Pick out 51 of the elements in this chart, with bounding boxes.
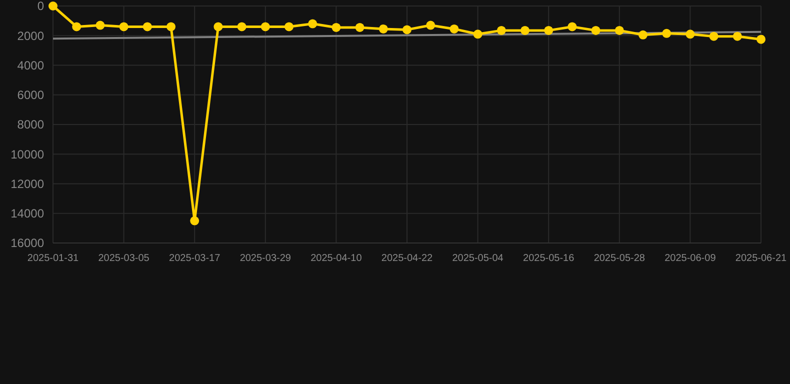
point	[426, 20, 436, 30]
x-tick-label: 2025-05-28	[594, 253, 646, 264]
point	[544, 26, 554, 35]
point	[662, 28, 672, 38]
y-tick-label: 4000	[17, 58, 44, 72]
point	[638, 30, 648, 40]
point	[284, 22, 294, 32]
x-tick-label: 2025-01-31	[27, 253, 80, 264]
y-tick-label: 0	[37, 0, 44, 14]
point	[473, 30, 482, 39]
point	[402, 25, 412, 34]
point	[496, 26, 506, 35]
y-tick-label: 16000	[10, 236, 44, 250]
point	[591, 26, 600, 35]
y-tick-label: 12000	[10, 176, 44, 191]
y-tick-label: 8000	[17, 118, 44, 132]
y-tick-label: 2000	[17, 28, 44, 43]
x-tick-label: 2025-03-05	[98, 253, 150, 264]
y-tick-label: 14000	[10, 206, 44, 221]
point	[237, 22, 246, 32]
point	[568, 22, 577, 32]
point	[520, 26, 530, 35]
point	[378, 24, 388, 34]
x-tick-label: 2025-06-21	[735, 253, 788, 264]
point	[355, 22, 364, 32]
point	[732, 32, 742, 41]
point	[332, 22, 341, 32]
point	[48, 2, 58, 10]
point	[119, 22, 128, 32]
point	[260, 22, 270, 32]
point	[756, 34, 766, 44]
x-tick-label: 2025-03-29	[240, 253, 292, 264]
y-tick-label: 6000	[17, 88, 44, 102]
x-tick-label: 2025-05-16	[523, 253, 575, 264]
x-tick-label: 2025-04-22	[381, 253, 434, 264]
point	[166, 22, 176, 32]
point	[450, 24, 459, 34]
point	[72, 22, 82, 32]
point	[96, 20, 105, 30]
point	[686, 30, 695, 39]
y-tick-label: 10000	[10, 147, 44, 162]
x-tick-label: 2025-06-09	[664, 253, 716, 264]
point	[214, 22, 223, 32]
x-tick-label: 2025-03-17	[169, 253, 221, 264]
point	[142, 22, 152, 32]
point	[190, 216, 200, 226]
point	[709, 32, 718, 41]
point	[308, 19, 318, 28]
x-tick-label: 2025-04-10	[310, 253, 362, 264]
x-tick-label: 2025-05-04	[452, 253, 504, 264]
point	[614, 26, 624, 35]
